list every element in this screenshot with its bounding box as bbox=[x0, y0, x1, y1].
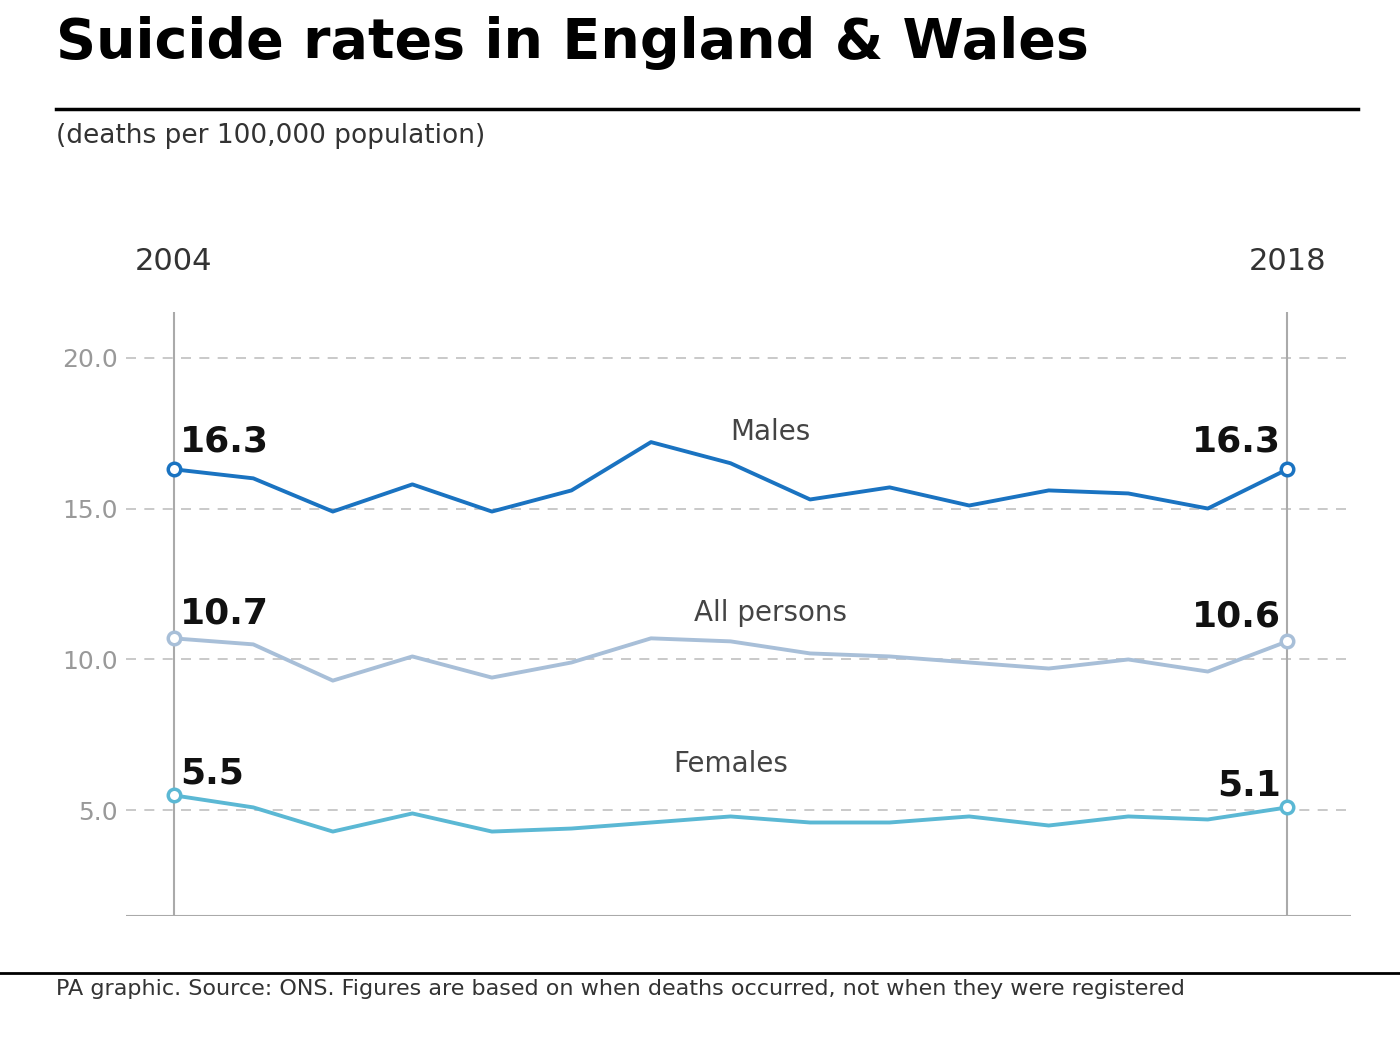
Text: 16.3: 16.3 bbox=[181, 425, 269, 459]
Text: 5.1: 5.1 bbox=[1217, 769, 1281, 803]
Text: 2004: 2004 bbox=[134, 247, 213, 276]
Text: 10.7: 10.7 bbox=[181, 596, 269, 631]
Text: Suicide rates in England & Wales: Suicide rates in England & Wales bbox=[56, 16, 1089, 70]
Text: 2018: 2018 bbox=[1249, 247, 1326, 276]
Text: Males: Males bbox=[731, 417, 811, 446]
Text: 5.5: 5.5 bbox=[181, 757, 244, 791]
Text: PA graphic. Source: ONS. Figures are based on when deaths occurred, not when the: PA graphic. Source: ONS. Figures are bas… bbox=[56, 979, 1184, 998]
Text: (deaths per 100,000 population): (deaths per 100,000 population) bbox=[56, 123, 486, 149]
Text: All persons: All persons bbox=[694, 599, 847, 627]
Text: 16.3: 16.3 bbox=[1191, 425, 1281, 459]
Text: 10.6: 10.6 bbox=[1191, 600, 1281, 634]
Text: Females: Females bbox=[673, 750, 788, 778]
